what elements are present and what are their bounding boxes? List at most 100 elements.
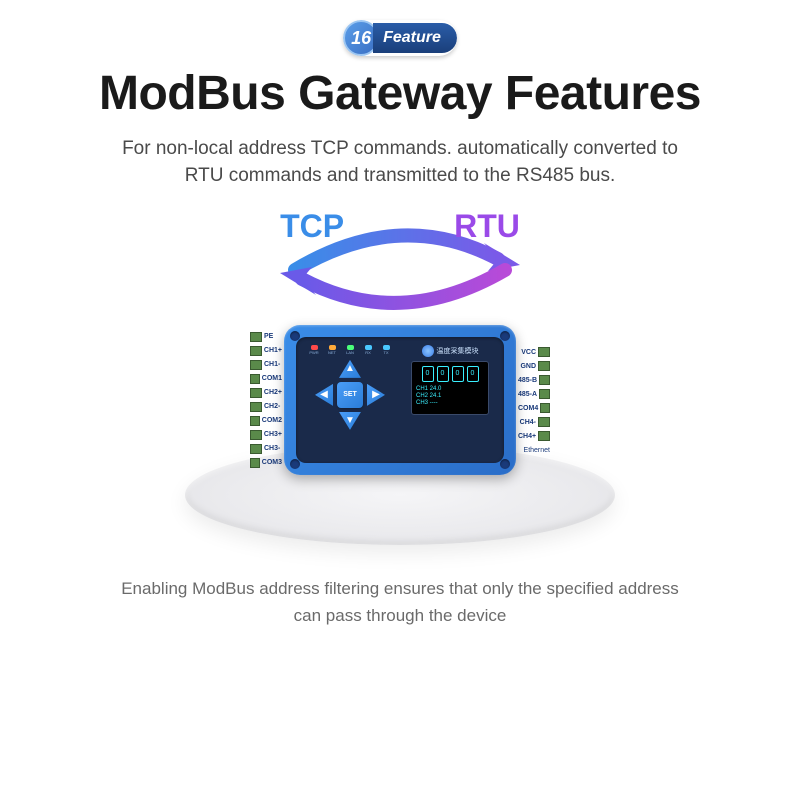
dpad-set-button: SET [337, 382, 363, 408]
tcp-label: TCP [280, 208, 344, 245]
mount-hole-icon [500, 459, 510, 469]
led-indicator: PWR [307, 345, 321, 355]
pin-icon [250, 360, 262, 370]
page-title: ModBus Gateway Features [99, 68, 701, 121]
footer-text: Enabling ModBus address filtering ensure… [120, 575, 680, 629]
pin-label: 485-B [516, 377, 539, 384]
brand-row: 温度采集模块 [422, 345, 479, 357]
terminal-pin: 485-B [516, 374, 550, 387]
device-assembly: PE CH1+ CH1- COM1 CH2+ CH2- COM2 CH3+ CH3- COM3 P… [250, 325, 550, 475]
infographic-container: 16 Feature ModBus Gateway Features For n… [0, 0, 800, 800]
pin-icon [538, 347, 550, 357]
pin-icon [250, 416, 260, 426]
badge-label: Feature [373, 23, 457, 53]
pin-label: COM3 [260, 459, 284, 466]
terminal-pin: COM1 [250, 372, 284, 385]
oled-line: CH2 24.1 [416, 393, 484, 400]
terminal-pin: 485-A [516, 388, 550, 401]
oled-digit: 0 [467, 366, 479, 382]
device-inner-panel: PWR NET LAN RX TX ▲ ▼ ◀ ▶ SET 温度采集模块 [296, 337, 504, 463]
led-label: LAN [343, 350, 357, 355]
ethernet-label: Ethernet [524, 447, 550, 454]
device-panel-left: PWR NET LAN RX TX ▲ ▼ ◀ ▶ SET [304, 345, 396, 455]
dpad-left-button: ◀ [315, 384, 333, 406]
pin-icon [250, 332, 262, 342]
pin-icon [538, 417, 550, 427]
led-label: RX [361, 350, 375, 355]
pin-label: COM1 [260, 375, 284, 382]
led-indicator: LAN [343, 345, 357, 355]
oled-line: CH1 24.0 [416, 386, 484, 393]
pin-icon [250, 444, 262, 454]
terminal-pin: CH1- [250, 358, 284, 371]
device-panel-right: 温度采集模块 0000 CH1 24.0CH2 24.1CH3 ---- [404, 345, 496, 455]
mount-hole-icon [290, 331, 300, 341]
terminal-pin: COM3 [250, 456, 284, 469]
right-terminal-block: VCC GND 485-B 485-A COM4 CH4- CH4+ [516, 346, 550, 443]
oled-line: CH3 ---- [416, 400, 484, 407]
terminal-pin: CH2+ [250, 386, 284, 399]
pin-label: PE [262, 333, 275, 340]
pin-label: CH3- [262, 445, 282, 452]
pin-label: COM4 [516, 405, 540, 412]
led-indicator: TX [379, 345, 393, 355]
led-label: NET [325, 350, 339, 355]
pin-icon [250, 458, 260, 468]
oled-display: 0000 CH1 24.0CH2 24.1CH3 ---- [411, 361, 489, 415]
pin-icon [538, 361, 550, 371]
pin-icon [250, 388, 262, 398]
pin-label: CH1+ [262, 347, 284, 354]
terminal-pin: COM4 [516, 402, 550, 415]
oled-digit: 0 [437, 366, 449, 382]
pin-label: COM2 [260, 417, 284, 424]
rtu-label: RTU [454, 208, 520, 245]
terminal-pin: PE [250, 330, 284, 343]
led-row: PWR NET LAN RX TX [304, 345, 396, 355]
pin-label: CH2+ [262, 389, 284, 396]
pin-label: CH2- [262, 403, 282, 410]
mount-hole-icon [500, 331, 510, 341]
terminal-pin: CH3- [250, 442, 284, 455]
pin-label: 485-A [516, 391, 539, 398]
dpad: ▲ ▼ ◀ ▶ SET [315, 360, 385, 430]
pin-label: CH1- [262, 361, 282, 368]
dpad-right-button: ▶ [367, 384, 385, 406]
terminal-pin: COM2 [250, 414, 284, 427]
protocol-labels-row: TCP RTU [280, 208, 520, 245]
pin-label: VCC [519, 349, 538, 356]
oled-digit: 0 [422, 366, 434, 382]
dpad-up-button: ▲ [339, 360, 361, 378]
pin-icon [538, 431, 550, 441]
terminal-pin: VCC [516, 346, 550, 359]
pin-icon [250, 430, 262, 440]
oled-digit-row: 0000 [416, 366, 484, 382]
pin-icon [250, 346, 262, 356]
left-terminal-block: PE CH1+ CH1- COM1 CH2+ CH2- COM2 CH3+ CH3- COM3 [250, 330, 284, 469]
dpad-down-button: ▼ [339, 412, 361, 430]
terminal-pin: CH3+ [250, 428, 284, 441]
pin-icon [539, 389, 550, 399]
led-label: PWR [307, 350, 321, 355]
device-body: PWR NET LAN RX TX ▲ ▼ ◀ ▶ SET 温度采集模块 [284, 325, 516, 475]
pin-icon [250, 402, 262, 412]
pin-icon [539, 375, 550, 385]
oled-digit: 0 [452, 366, 464, 382]
subtitle-text: For non-local address TCP commands. auto… [120, 135, 680, 190]
terminal-pin: CH4+ [516, 430, 550, 443]
led-indicator: RX [361, 345, 375, 355]
terminal-pin: CH1+ [250, 344, 284, 357]
pin-label: CH4+ [516, 433, 538, 440]
led-indicator: NET [325, 345, 339, 355]
terminal-pin: CH4- [516, 416, 550, 429]
pin-icon [540, 403, 550, 413]
led-label: TX [379, 350, 393, 355]
pin-icon [250, 374, 260, 384]
brand-logo-icon [422, 345, 434, 357]
terminal-pin: GND [516, 360, 550, 373]
pin-label: CH3+ [262, 431, 284, 438]
pin-label: GND [518, 363, 538, 370]
feature-badge: 16 Feature [343, 20, 457, 56]
mount-hole-icon [290, 459, 300, 469]
device-stage: PE CH1+ CH1- COM1 CH2+ CH2- COM2 CH3+ CH3- COM3 P… [185, 285, 615, 545]
terminal-pin: CH2- [250, 400, 284, 413]
